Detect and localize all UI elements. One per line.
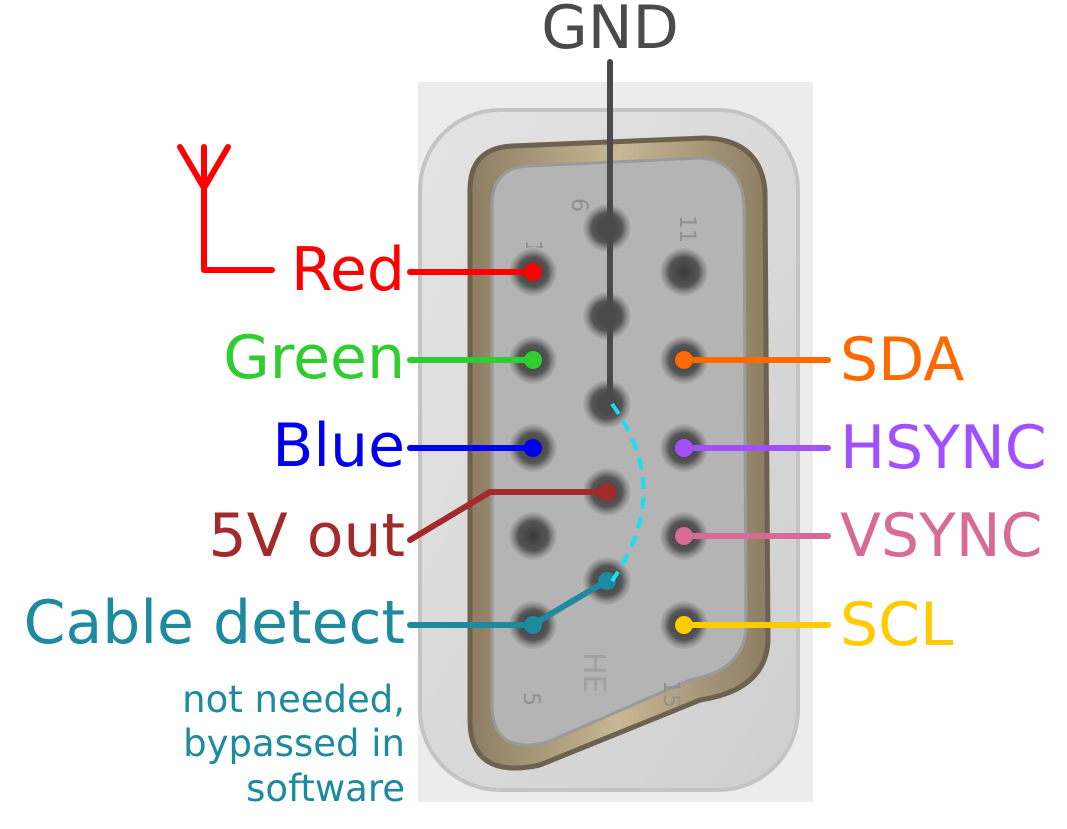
scl-leader — [675, 616, 831, 634]
red-label: Red — [291, 235, 405, 305]
gnd-label: GND — [541, 0, 679, 63]
vsync-leader — [675, 527, 831, 545]
pin5-marking: 5 — [518, 692, 543, 706]
green-label: Green — [223, 323, 405, 393]
vsync-label: VSYNC — [840, 501, 1043, 571]
hsync-leader — [675, 439, 831, 457]
gnd-dot-pin-7 — [598, 307, 616, 325]
sda-leader — [675, 351, 831, 369]
scl-label: SCL — [840, 590, 954, 660]
sda-label: SDA — [840, 325, 965, 395]
connector-insulator — [490, 156, 748, 747]
pin-11-socket — [659, 247, 709, 297]
blue-leader — [407, 439, 542, 457]
cable-detect-leader — [407, 572, 616, 634]
five-v-out-label: 5V out — [208, 501, 405, 571]
five-v-leader — [407, 483, 616, 543]
cable-detect-note: not needed, bypassed in software — [182, 678, 405, 811]
vga-connector: 1 6 11 5 15 HE — [418, 82, 813, 802]
gnd-dot-pin-6 — [598, 219, 616, 237]
note-line-2: bypassed in — [183, 722, 405, 766]
red-leader — [407, 263, 542, 281]
gnd-dot-pin-8 — [598, 395, 616, 413]
hsync-label: HSYNC — [840, 413, 1047, 483]
maker-marking: HE — [576, 652, 611, 694]
note-line-1: not needed, — [182, 678, 405, 721]
note-line-3: software — [246, 766, 405, 810]
green-leader — [407, 351, 542, 369]
cable-detect-bypass-dashed — [610, 402, 646, 583]
pin11-marking: 11 — [674, 215, 699, 243]
pin6-marking: 6 — [566, 198, 591, 212]
antenna-icon — [177, 144, 275, 273]
pin-4-socket — [508, 511, 558, 561]
pin15-marking: 15 — [658, 680, 683, 708]
cable-detect-label: Cable detect — [23, 588, 405, 658]
blue-label: Blue — [272, 411, 405, 481]
